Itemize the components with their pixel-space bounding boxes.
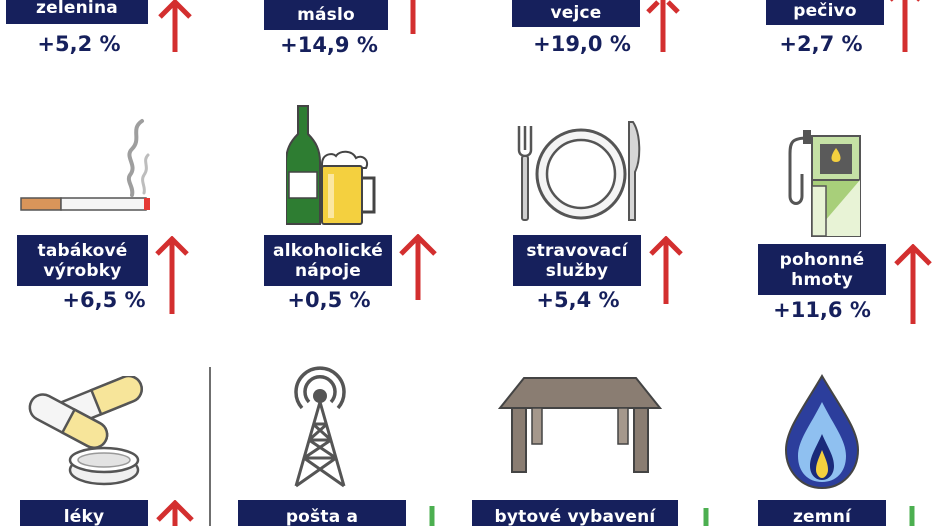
arrow-up-icon — [890, 0, 920, 52]
label-line: máslo — [297, 5, 355, 25]
arrow-down-icon — [909, 506, 915, 526]
label-alkohol: alkoholické nápoje — [264, 235, 392, 286]
plate-cutlery-icon — [517, 121, 641, 221]
arrow-up-icon — [646, 0, 680, 52]
label-line: pošta a — [285, 507, 359, 526]
value-stravovani: +5,4 % — [536, 288, 620, 312]
label-vejce: vejce — [512, 0, 640, 27]
cigarette-icon — [20, 119, 150, 211]
value-zelenina: +5,2 % — [37, 32, 121, 56]
label-leky: léky — [20, 500, 148, 526]
arrow-up-icon — [894, 244, 932, 324]
value-tabak: +6,5 % — [62, 288, 146, 312]
value-alkohol: +0,5 % — [287, 288, 371, 312]
section-divider — [209, 367, 211, 526]
label-line: zemní — [792, 507, 852, 526]
wine-beer-icon — [286, 105, 376, 225]
gas-flame-icon — [784, 374, 860, 490]
label-line: zelenina — [36, 0, 118, 18]
value-pecivo: +2,7 % — [779, 32, 863, 56]
label-tabak: tabákové výrobky — [17, 235, 148, 286]
arrow-up-icon — [649, 236, 683, 304]
pills-icon — [28, 376, 143, 486]
arrow-up-icon — [155, 236, 189, 314]
label-line: tabákové — [37, 240, 128, 261]
value-vejce: +19,0 % — [533, 32, 631, 56]
arrow-down-icon — [703, 508, 709, 526]
label-maslo: máslo — [264, 0, 388, 30]
label-pecivo: pečivo — [766, 0, 884, 25]
value-pohonne: +11,6 % — [773, 298, 871, 322]
label-line: pohonné — [779, 249, 865, 270]
label-line: nápoje — [295, 260, 361, 281]
label-line: léky — [63, 507, 105, 526]
label-posta: pošta a — [238, 500, 406, 526]
label-stravovani: stravovací služby — [513, 235, 641, 286]
table-icon — [498, 377, 662, 473]
label-pohonne: pohonné hmoty — [758, 244, 886, 295]
label-line: hmoty — [791, 269, 853, 290]
label-line: služby — [545, 260, 609, 281]
label-line: alkoholické — [273, 240, 383, 261]
label-zelenina: zelenina — [6, 0, 148, 24]
label-line: pečivo — [793, 0, 857, 21]
arrow-down-icon — [429, 506, 435, 526]
antenna-tower-icon — [294, 366, 346, 488]
fuel-pump-icon — [788, 130, 861, 237]
arrow-up-icon — [156, 500, 194, 526]
label-plyn: zemní — [758, 500, 886, 526]
label-line: výrobky — [43, 260, 122, 281]
label-bytove: bytové vybavení — [472, 500, 678, 526]
label-line: stravovací — [526, 240, 628, 261]
value-maslo: +14,9 % — [280, 33, 378, 57]
arrow-up-icon — [158, 0, 192, 52]
label-line: bytové vybavení — [494, 507, 656, 526]
arrow-up-icon — [399, 234, 437, 300]
arrow-up-icon — [410, 0, 416, 34]
label-line: vejce — [550, 2, 602, 23]
